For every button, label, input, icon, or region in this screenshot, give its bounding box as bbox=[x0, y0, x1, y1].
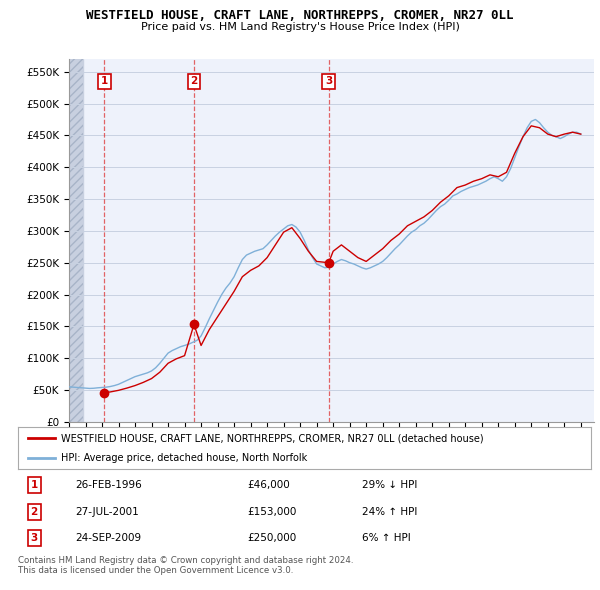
Text: Contains HM Land Registry data © Crown copyright and database right 2024.
This d: Contains HM Land Registry data © Crown c… bbox=[18, 556, 353, 575]
Bar bbox=[69, 59, 83, 422]
Text: 3: 3 bbox=[31, 533, 38, 543]
Text: 3: 3 bbox=[325, 76, 332, 86]
Text: 1: 1 bbox=[31, 480, 38, 490]
Text: £250,000: £250,000 bbox=[247, 533, 296, 543]
Text: 6% ↑ HPI: 6% ↑ HPI bbox=[362, 533, 410, 543]
Text: £46,000: £46,000 bbox=[247, 480, 290, 490]
Text: 27-JUL-2001: 27-JUL-2001 bbox=[76, 507, 139, 517]
Text: 2: 2 bbox=[190, 76, 197, 86]
Text: WESTFIELD HOUSE, CRAFT LANE, NORTHREPPS, CROMER, NR27 0LL (detached house): WESTFIELD HOUSE, CRAFT LANE, NORTHREPPS,… bbox=[61, 433, 484, 443]
Text: £153,000: £153,000 bbox=[247, 507, 296, 517]
Text: 29% ↓ HPI: 29% ↓ HPI bbox=[362, 480, 417, 490]
Bar bbox=[69, 59, 83, 422]
Text: Price paid vs. HM Land Registry's House Price Index (HPI): Price paid vs. HM Land Registry's House … bbox=[140, 22, 460, 32]
Text: 1: 1 bbox=[101, 76, 108, 86]
Text: 26-FEB-1996: 26-FEB-1996 bbox=[76, 480, 142, 490]
Text: 24% ↑ HPI: 24% ↑ HPI bbox=[362, 507, 417, 517]
Text: HPI: Average price, detached house, North Norfolk: HPI: Average price, detached house, Nort… bbox=[61, 454, 307, 463]
Text: 2: 2 bbox=[31, 507, 38, 517]
Text: 24-SEP-2009: 24-SEP-2009 bbox=[76, 533, 142, 543]
Text: WESTFIELD HOUSE, CRAFT LANE, NORTHREPPS, CROMER, NR27 0LL: WESTFIELD HOUSE, CRAFT LANE, NORTHREPPS,… bbox=[86, 9, 514, 22]
